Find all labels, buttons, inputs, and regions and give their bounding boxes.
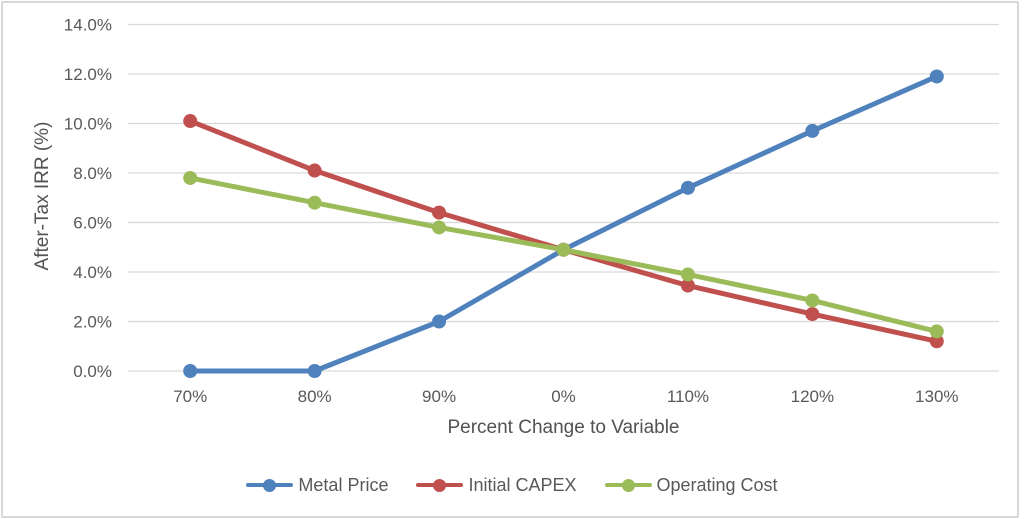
data-point-metal-price [307, 364, 322, 378]
y-tick-label: 8.0% [73, 164, 112, 183]
legend-marker-icon [246, 478, 294, 493]
data-point-operating-cost [805, 293, 820, 308]
legend-label-initial-capex: Initial CAPEX [468, 474, 577, 495]
legend-label-operating-cost: Operating Cost [656, 474, 778, 495]
x-axis-title: Percent Change to Variable [447, 417, 680, 438]
data-point-initial-capex [307, 163, 322, 178]
legend-item-initial-capex: Initial CAPEX [416, 474, 577, 496]
data-point-operating-cost [183, 170, 198, 185]
data-point-metal-price [432, 314, 447, 329]
series-line-initial-capex [187, 118, 940, 344]
legend: Metal Price Initial CAPEX Operating Cost [0, 472, 1024, 498]
data-point-initial-capex [183, 114, 198, 129]
legend-marker-icon [604, 478, 652, 493]
x-tick-label: 70% [173, 387, 207, 406]
y-tick-label: 4.0% [73, 263, 112, 282]
x-tick-label: 0% [551, 387, 576, 406]
legend-marker-icon [416, 478, 464, 493]
data-point-initial-capex [929, 334, 944, 349]
data-point-operating-cost [432, 220, 447, 235]
y-tick-label: 12.0% [64, 65, 112, 84]
data-point-operating-cost [556, 242, 571, 257]
y-tick-label: 2.0% [73, 313, 112, 332]
data-point-operating-cost [929, 324, 944, 339]
data-point-metal-price [805, 123, 820, 138]
y-tick-label: 6.0% [73, 214, 112, 233]
series-line-metal-price [187, 73, 940, 374]
data-point-initial-capex [680, 278, 695, 293]
data-point-metal-price [929, 69, 944, 84]
x-tick-label: 130% [915, 387, 958, 406]
data-point-metal-price [680, 180, 695, 195]
legend-item-metal-price: Metal Price [246, 475, 388, 496]
data-point-operating-cost [307, 195, 322, 210]
y-axis-title: After-Tax IRR (%) [32, 121, 53, 271]
y-tick-label: 0.0% [73, 362, 112, 381]
x-tick-label: 80% [298, 387, 332, 406]
data-point-operating-cost [680, 267, 695, 282]
y-tick-label: 10.0% [64, 115, 112, 134]
legend-label-metal-price: Metal Price [298, 474, 389, 495]
data-point-metal-price [183, 364, 198, 378]
legend-item-operating-cost: Operating Cost [604, 474, 778, 496]
y-tick-label: 14.0% [64, 16, 112, 35]
data-point-initial-capex [432, 205, 447, 220]
data-point-initial-capex [805, 307, 820, 322]
x-tick-label: 90% [422, 387, 456, 406]
x-tick-label: 110% [667, 387, 709, 406]
x-tick-label: 120% [791, 387, 834, 406]
